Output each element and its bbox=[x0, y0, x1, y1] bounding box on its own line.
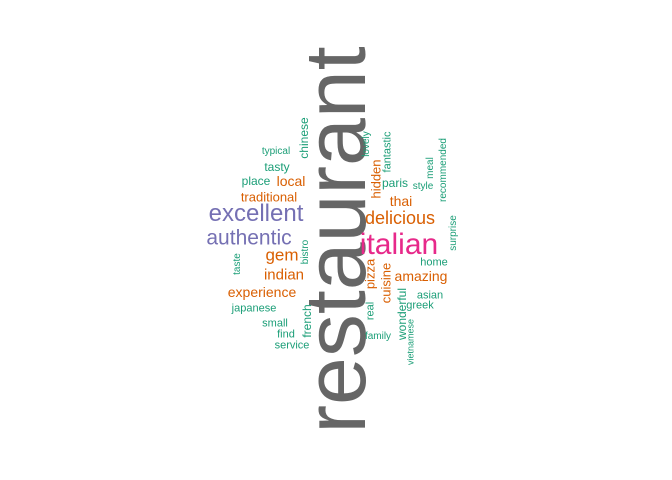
word-thai: thai bbox=[389, 193, 413, 209]
word-greek: greek bbox=[406, 299, 434, 312]
word-service: service bbox=[274, 339, 310, 352]
word-japanese: japanese bbox=[231, 302, 277, 315]
word-typical: typical bbox=[261, 146, 291, 157]
word-surprise: surprise bbox=[448, 215, 459, 251]
word-find: find bbox=[277, 328, 295, 341]
word-recommended: recommended bbox=[438, 138, 449, 202]
word-local: local bbox=[276, 173, 306, 189]
word-paris: paris bbox=[381, 176, 409, 190]
word-traditional: traditional bbox=[240, 189, 298, 205]
word-real: real bbox=[364, 301, 377, 321]
word-meal: meal bbox=[425, 157, 436, 179]
word-excellent: excellent bbox=[208, 200, 304, 227]
word-experience: experience bbox=[227, 284, 297, 300]
word-authentic: authentic bbox=[206, 226, 292, 250]
word-taste: taste bbox=[232, 253, 243, 275]
word-vietnamese: vietnamese bbox=[405, 318, 416, 366]
word-cuisine: cuisine bbox=[378, 262, 394, 304]
word-french: french bbox=[300, 304, 314, 338]
word-place: place bbox=[241, 174, 271, 188]
word-home: home bbox=[420, 256, 448, 269]
word-gem: gem bbox=[265, 245, 299, 265]
word-style: style bbox=[412, 181, 434, 192]
word-asian: asian bbox=[416, 289, 444, 302]
word-small: small bbox=[262, 317, 288, 330]
word-italian: italian bbox=[359, 228, 439, 261]
word-chinese: chinese bbox=[297, 117, 311, 159]
word-tasty: tasty bbox=[264, 160, 290, 174]
word-lovely: lovely bbox=[361, 131, 372, 157]
word-fantastic: fantastic bbox=[381, 131, 394, 173]
word-indian: indian bbox=[263, 266, 305, 284]
word-pizza: pizza bbox=[362, 258, 378, 290]
word-bistro: bistro bbox=[300, 239, 311, 265]
word-delicious: delicious bbox=[364, 208, 436, 228]
word-family: family bbox=[364, 331, 392, 342]
word-amazing: amazing bbox=[394, 268, 448, 284]
